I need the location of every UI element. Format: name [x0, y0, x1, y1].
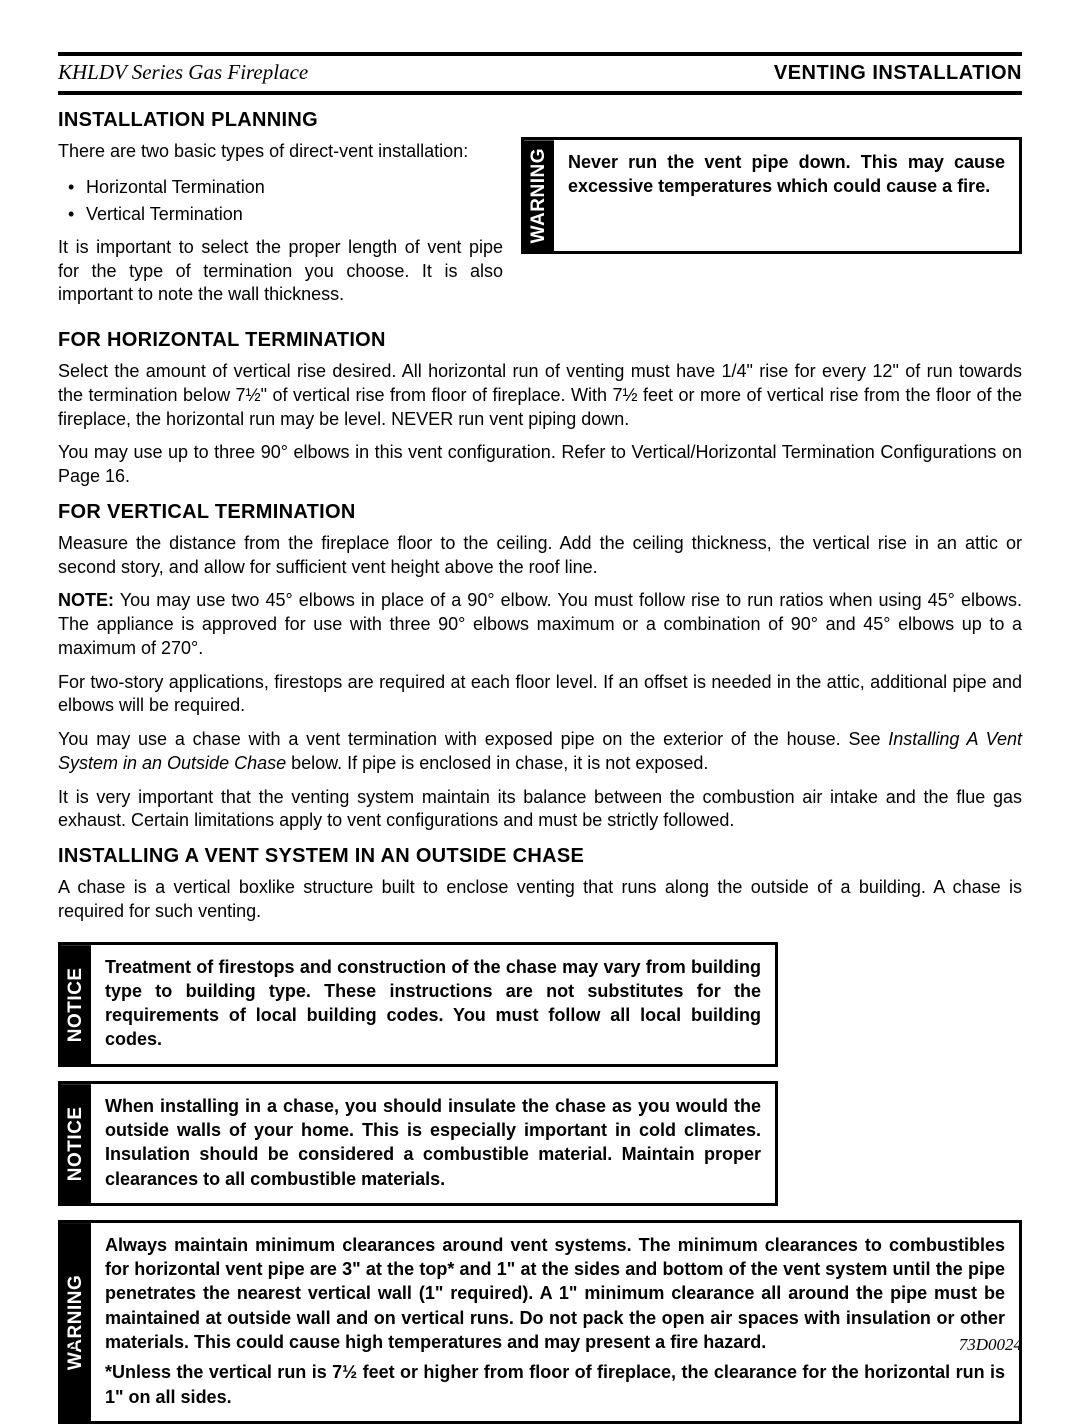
top-warning-col: WARNING Never run the vent pipe down. Th… — [521, 109, 1022, 268]
page-header: KHLDV Series Gas Fireplace VENTING INSTA… — [58, 60, 1022, 95]
vert-p3: For two-story applications, firestops ar… — [58, 671, 1022, 719]
notice-1-label: NOTICE — [61, 945, 91, 1064]
planning-col: INSTALLATION PLANNING There are two basi… — [58, 109, 503, 317]
planning-intro: There are two basic types of direct-vent… — [58, 140, 503, 164]
chase-p1: A chase is a vertical boxlike structure … — [58, 876, 1022, 924]
vert-p5: It is very important that the venting sy… — [58, 786, 1022, 834]
doc-number: 73D0024 — [959, 1335, 1022, 1355]
vert-p4: You may use a chase with a vent terminat… — [58, 728, 1022, 776]
warning-bottom-body: Always maintain minimum clearances aroun… — [91, 1223, 1019, 1421]
vert-p2-body: You may use two 45° elbows in place of a… — [58, 590, 1022, 658]
horiz-p1: Select the amount of vertical rise desir… — [58, 360, 1022, 431]
vert-title: FOR VERTICAL TERMINATION — [58, 501, 1022, 524]
bullet-horizontal: Horizontal Termination — [86, 174, 503, 201]
notice-1: NOTICE Treatment of firestops and constr… — [58, 942, 778, 1067]
top-rule — [58, 52, 1022, 56]
warning-bottom-label: WARNING — [61, 1223, 91, 1421]
header-product: KHLDV Series Gas Fireplace — [58, 60, 308, 85]
planning-note: It is important to select the proper len… — [58, 236, 503, 307]
horiz-p2: You may use up to three 90° elbows in th… — [58, 441, 1022, 489]
chase-title: INSTALLING A VENT SYSTEM IN AN OUTSIDE C… — [58, 845, 1022, 868]
vert-p4a: You may use a chase with a vent terminat… — [58, 729, 888, 749]
planning-bullets: Horizontal Termination Vertical Terminat… — [58, 174, 503, 228]
warning-bottom: WARNING Always maintain minimum clearanc… — [58, 1220, 1022, 1424]
planning-row: INSTALLATION PLANNING There are two basi… — [58, 109, 1022, 317]
vert-p1: Measure the distance from the fireplace … — [58, 532, 1022, 580]
vert-p2: NOTE: You may use two 45° elbows in plac… — [58, 589, 1022, 660]
note-prefix: NOTE: — [58, 590, 114, 610]
notice-1-text: Treatment of firestops and construction … — [91, 945, 775, 1064]
planning-title: INSTALLATION PLANNING — [58, 109, 503, 132]
notice-2: NOTICE When installing in a chase, you s… — [58, 1081, 778, 1206]
header-section: VENTING INSTALLATION — [774, 62, 1022, 85]
notice-2-text: When installing in a chase, you should i… — [91, 1084, 775, 1203]
warning-bottom-p2: *Unless the vertical run is 7½ feet or h… — [105, 1360, 1005, 1409]
warning-top-text: Never run the vent pipe down. This may c… — [554, 140, 1019, 251]
footer: 12 73D0024 — [58, 1335, 1022, 1355]
page-number: 12 — [58, 1335, 77, 1355]
warning-top: WARNING Never run the vent pipe down. Th… — [521, 137, 1022, 254]
bullet-vertical: Vertical Termination — [86, 201, 503, 228]
horiz-title: FOR HORIZONTAL TERMINATION — [58, 329, 1022, 352]
vert-p4c: below. If pipe is enclosed in chase, it … — [286, 753, 708, 773]
warning-label: WARNING — [524, 140, 554, 251]
notice-2-label: NOTICE — [61, 1084, 91, 1203]
